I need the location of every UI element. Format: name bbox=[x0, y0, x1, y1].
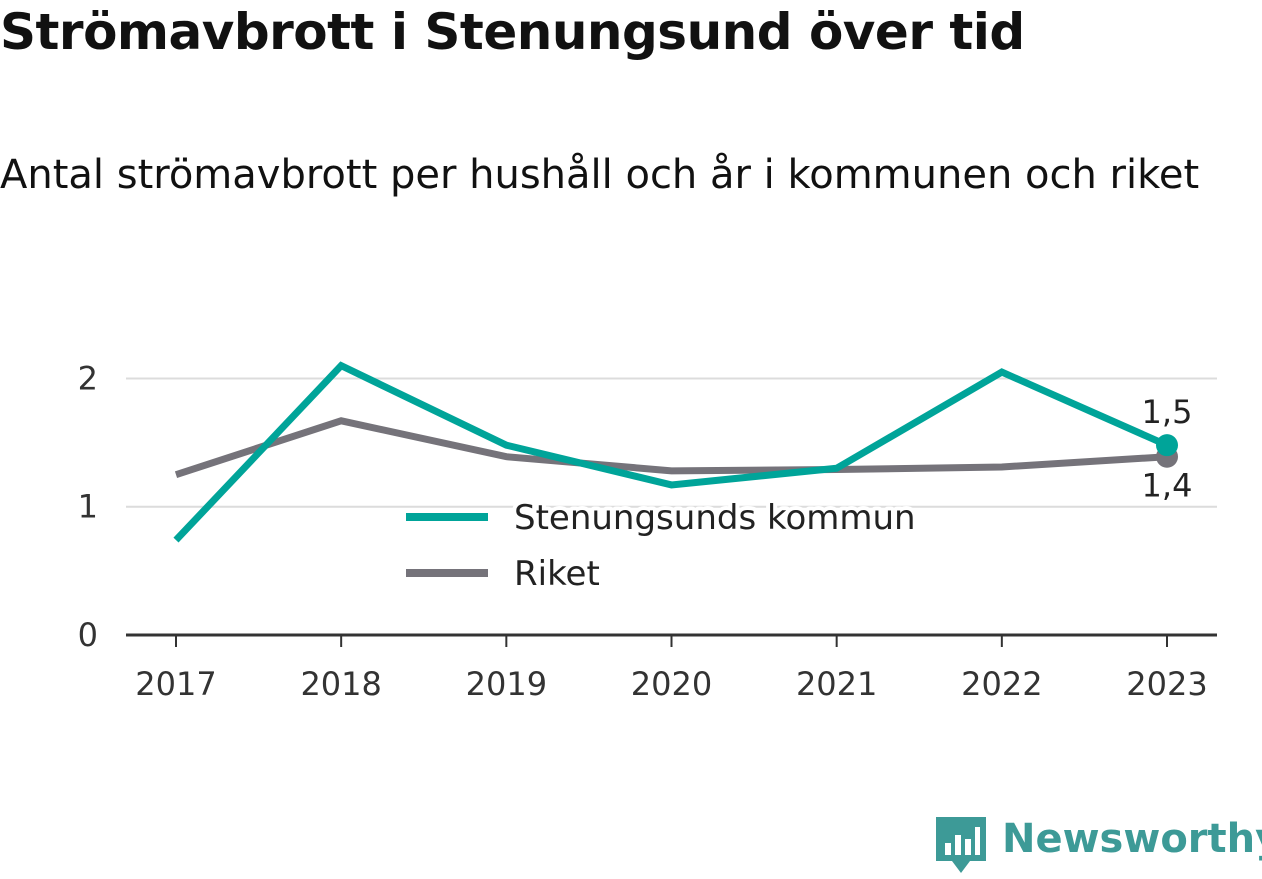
end-value-label: 1,5 bbox=[1142, 393, 1193, 431]
y-tick-label: 2 bbox=[78, 359, 98, 397]
x-tick-label: 2018 bbox=[300, 665, 381, 703]
x-tick-label: 2020 bbox=[631, 665, 712, 703]
x-tick-label: 2021 bbox=[796, 665, 877, 703]
y-tick-label: 0 bbox=[78, 616, 98, 654]
newsworthy-logo: Newsworthy bbox=[936, 813, 1262, 875]
series-line-stenungsund bbox=[173, 361, 1169, 543]
chart-title: Strömavbrott i Stenungsund över tid bbox=[0, 3, 1025, 61]
end-value-label-halo: 1,5 bbox=[1142, 393, 1193, 431]
x-tick-label: 2023 bbox=[1126, 665, 1207, 703]
legend-label-halo: Riket bbox=[514, 554, 600, 594]
end-point-marker bbox=[1156, 434, 1178, 457]
x-tick-label: 2022 bbox=[961, 665, 1042, 703]
legend-label-halo: Stenungsunds kommun bbox=[514, 498, 916, 538]
series-lines bbox=[173, 361, 1169, 543]
x-tick-label: 2017 bbox=[135, 665, 216, 703]
y-tick-label: 1 bbox=[78, 488, 98, 526]
chart-subtitle: Antal strömavbrott per hushåll och år i … bbox=[0, 152, 1200, 198]
end-value-label: 1,4 bbox=[1142, 467, 1193, 505]
end-value-label-halo: 1,4 bbox=[1142, 467, 1193, 505]
bar-chart-speech-bubble-icon bbox=[936, 817, 986, 873]
brand-name: Newsworthy bbox=[1002, 816, 1262, 862]
gridlines: 0 1 2 bbox=[78, 359, 1217, 654]
legend-label: Stenungsunds kommun bbox=[514, 498, 916, 538]
x-axis: 2017 2018 2019 2020 2021 2022 2023 bbox=[126, 633, 1217, 703]
legend-label: Riket bbox=[514, 554, 600, 594]
series-line-riket bbox=[174, 417, 1168, 479]
end-labels: 1,51,51,41,4 bbox=[1138, 389, 1197, 509]
x-tick-label: 2019 bbox=[466, 665, 547, 703]
